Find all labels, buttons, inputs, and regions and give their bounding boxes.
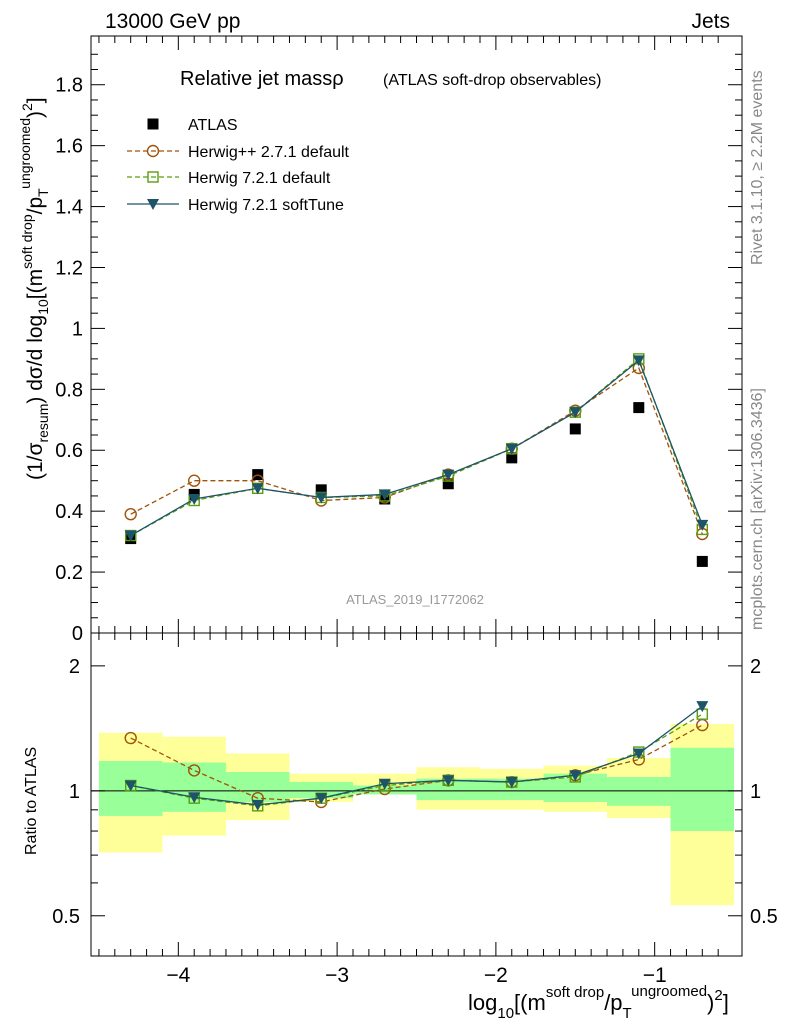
x-tick-label: −4 [166,964,190,987]
legend-marker [147,118,159,130]
y-tick-label: 0.4 [55,501,83,523]
series-line [130,357,703,537]
ratio-data-point [251,799,264,811]
process-label: Jets [691,10,730,33]
stat-uncertainty-band [225,772,290,802]
data-point [315,492,328,504]
axes: −4 −3 −2 −1 0 0.2 0.4 0.6 0.8 1 1.2 1.4 1.6 1.8 0.5 0.5… [52,36,778,987]
data-point [505,443,518,455]
ratio-data-point [569,770,582,782]
data-point [378,489,391,501]
ratio-y-tick-label-right: 1 [750,781,761,803]
ratio-data-point [696,701,709,713]
ratio-data-point [315,793,328,805]
rivet-label: Rivet 3.1.10, ≥ 2.2M events [749,70,766,265]
ratio-series-line [130,705,703,806]
ratio-y-axis-label: Ratio to ATLAS [23,747,40,855]
stat-uncertainty-band [416,778,481,801]
data-point [442,469,455,481]
ratio-data-point [124,780,137,792]
ratio-data-point [442,775,455,787]
series-line [130,359,703,537]
analysis-watermark: ATLAS_2019_I1772062 [346,592,484,607]
data-point [506,452,518,464]
energy-label: 13000 GeV pp [105,10,240,33]
data-point [569,423,581,435]
data-marks [124,353,709,812]
y-tick-label: 1.4 [55,197,83,219]
data-point [633,402,645,414]
legend-label: Herwig 7.2.1 softTune [188,197,344,214]
ratio-y-tick-label: 1 [69,781,80,803]
ratio-data-point [505,777,518,789]
ratio-data-point [378,778,391,790]
mcplots-label: mcplots.cern.ch [arXiv:1306.3436] [749,388,766,630]
legend: ATLAS Herwig++ 2.7.1 default Herwig 7.2.1 … [127,117,350,214]
y-tick-label: 1.2 [55,257,83,279]
legend-label: Herwig 7.2.1 default [188,170,331,187]
stat-uncertainty-band [162,762,226,812]
data-point [696,555,708,567]
y-tick-label: 1 [72,318,83,340]
data-point [315,484,327,496]
y-tick-label: 1.8 [55,75,83,97]
data-point [696,519,709,531]
legend-marker [147,199,159,210]
x-axis-label: log10[(msoft drop/pTungroomed)2] [468,983,729,1022]
ratio-data-point [188,792,201,804]
x-tick-label: −3 [325,964,349,987]
data-point [124,508,137,521]
ratio-series-line [130,724,703,803]
y-tick-label: 0.8 [55,379,83,401]
data-point [188,493,201,505]
data-point [251,483,264,495]
data-point [124,530,137,542]
svg-text:(1/σresum) dσ/d log10[(msoft d: (1/σresum) dσ/d log10[(msoft drop/pTungr… [17,97,51,480]
stat-uncertainty-band [670,747,735,832]
chart-title: Relative jet massρ [180,68,344,90]
data-point [632,355,645,367]
series-line [130,367,703,535]
legend-label: Herwig++ 2.7.1 default [188,144,350,161]
uncertainty-bands [91,723,742,906]
stat-uncertainty-band [607,776,671,806]
legend-marker [146,144,160,158]
x-tick-label: −1 [643,964,667,987]
ratio-y-tick-label-right: 2 [750,656,761,678]
ratio-y-tick-label: 0.5 [52,906,80,928]
y-tick-label: 0.6 [55,440,83,462]
y-tick-label: 0.2 [55,562,83,584]
stat-uncertainty-band [480,778,544,801]
main-y-axis-label: (1/σresum) dσ/d log10[(msoft drop/pTungr… [17,97,51,480]
ratio-y-tick-label: 2 [69,656,80,678]
data-point [188,474,201,487]
ratio-data-point [632,748,645,760]
legend-marker [147,171,159,183]
ratio-data-point [188,764,201,777]
data-point [569,407,582,419]
ratio-data-point [124,731,137,745]
data-point [442,478,454,490]
x-tick-label: −2 [484,964,508,987]
ratio-y-tick-label-right: 0.5 [750,906,778,928]
legend-label: ATLAS [188,117,238,134]
y-tick-label: 0 [72,623,83,645]
svg-text:log10[(msoft drop/pTungroomed): log10[(msoft drop/pTungroomed)2] [468,983,729,1022]
chart-subtitle: (ATLAS soft-drop observables) [383,72,601,89]
y-tick-label: 1.6 [55,136,83,158]
